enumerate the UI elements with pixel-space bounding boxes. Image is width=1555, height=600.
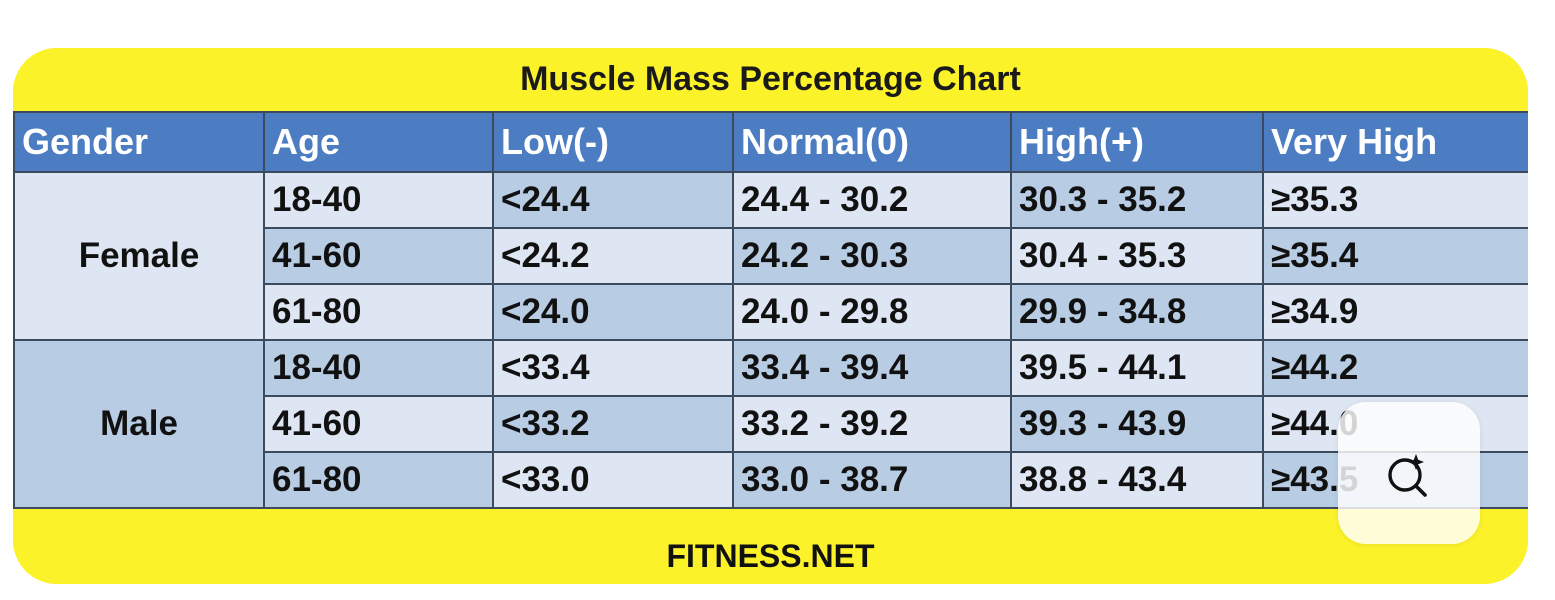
value-cell: ≥44.2: [1262, 339, 1528, 397]
value-cell: 24.4 - 30.2: [732, 171, 1012, 229]
column-header: High(+): [1010, 111, 1264, 173]
age-cell: 41-60: [263, 227, 494, 285]
value-cell: <24.2: [492, 227, 734, 285]
table-row: 41-60 <24.2 24.2 - 30.3 30.4 - 35.3 ≥35.4: [14, 227, 1528, 285]
value-cell: 29.9 - 34.8: [1010, 283, 1264, 341]
value-cell: 39.5 - 44.1: [1010, 339, 1264, 397]
value-cell: 33.2 - 39.2: [732, 395, 1012, 453]
age-cell: 18-40: [263, 339, 494, 397]
value-cell: 38.8 - 43.4: [1010, 451, 1264, 509]
value-cell: ≥34.9: [1262, 283, 1528, 341]
table-body: Female 18-40 <24.4 24.4 - 30.2 30.3 - 35.2 ≥3…: [13, 171, 1528, 509]
age-cell: 61-80: [263, 451, 494, 509]
column-header: Very High: [1262, 111, 1528, 173]
value-cell: 33.0 - 38.7: [732, 451, 1012, 509]
value-cell: <33.0: [492, 451, 734, 509]
gender-cell: Male: [13, 339, 265, 509]
value-cell: 30.3 - 35.2: [1010, 171, 1264, 229]
age-cell: 61-80: [263, 283, 494, 341]
table-row: 61-80 <24.0 24.0 - 29.8 29.9 - 34.8 ≥34.9: [14, 283, 1528, 341]
muscle-mass-table: Gender Age Low(-) Normal(0) High(+) Very High…: [13, 111, 1528, 509]
value-cell: <24.0: [492, 283, 734, 341]
value-cell: <33.4: [492, 339, 734, 397]
value-cell: 33.4 - 39.4: [732, 339, 1012, 397]
visual-search-icon: [1388, 454, 1427, 497]
chart-title: Muscle Mass Percentage Chart: [13, 48, 1528, 111]
value-cell: 24.0 - 29.8: [732, 283, 1012, 341]
visual-search-button[interactable]: [1338, 402, 1480, 544]
table-row: Female 18-40 <24.4 24.4 - 30.2 30.3 - 35.2 ≥3…: [13, 171, 1528, 341]
age-cell: 41-60: [263, 395, 494, 453]
value-cell: 24.2 - 30.3: [732, 227, 1012, 285]
column-header: Gender: [13, 111, 265, 173]
gender-cell: Female: [13, 171, 265, 341]
chart-footer: FITNESS.NET: [13, 528, 1528, 584]
table-row: Male 18-40 <33.4 33.4 - 39.4 39.5 - 44.1 ≥44.…: [13, 339, 1528, 509]
value-cell: ≥35.3: [1262, 171, 1528, 229]
value-cell: 30.4 - 35.3: [1010, 227, 1264, 285]
chart-card: Muscle Mass Percentage Chart Gender Age Lo…: [13, 48, 1528, 584]
age-cell: 18-40: [263, 171, 494, 229]
column-header: Low(-): [492, 111, 734, 173]
value-cell: ≥35.4: [1262, 227, 1528, 285]
column-header: Normal(0): [732, 111, 1012, 173]
value-cell: 39.3 - 43.9: [1010, 395, 1264, 453]
table-header-row: Gender Age Low(-) Normal(0) High(+) Very High: [13, 111, 1528, 173]
value-cell: <33.2: [492, 395, 734, 453]
column-header: Age: [263, 111, 494, 173]
value-cell: <24.4: [492, 171, 734, 229]
